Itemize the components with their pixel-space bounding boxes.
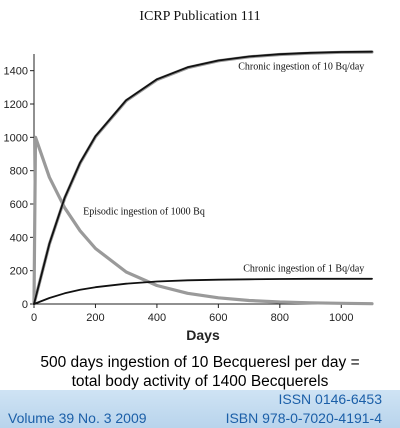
annotation-2: Episodic ingestion of 1000 Bq: [83, 207, 205, 218]
annotations: Chronic ingestion of 10 Bq/day Episodic i…: [83, 62, 364, 275]
publication-title: ICRP Publication 111: [139, 9, 261, 24]
x-tick-label: 200: [86, 312, 104, 324]
y-tick-label: 1200: [4, 99, 28, 111]
cover-footer-band: [0, 390, 400, 428]
x-tick-label: 0: [31, 312, 37, 324]
activity-chart: 0 200 400 600 800 1000 1200 1400 0 200 400 600 800 1…: [4, 50, 374, 343]
y-tick-label: 800: [10, 166, 28, 178]
y-tick-label: 600: [10, 199, 28, 211]
x-tick-label: 600: [209, 312, 227, 324]
y-axis-ticks: 0 200 400 600 800 1000 1200 1400: [4, 66, 34, 311]
issn-text: ISSN 0146-6453: [278, 391, 382, 407]
x-tick-label: 400: [148, 312, 166, 324]
isbn-text: ISBN 978-0-7020-4191-4: [225, 410, 382, 426]
annotation-3: Chronic ingestion of 1 Bq/day: [243, 263, 364, 274]
y-tick-label: 0: [22, 299, 28, 311]
x-tick-label: 1000: [329, 312, 353, 324]
series-line-4: [33, 277, 373, 305]
caption-line-2: total body activity of 1400 Becquerels: [71, 373, 329, 390]
series-group: [32, 50, 374, 306]
x-axis-label: Days: [186, 327, 220, 343]
caption-line-1: 500 days ingestion of 10 Becqueresl per …: [40, 354, 360, 371]
y-tick-label: 1000: [4, 132, 28, 144]
y-tick-label: 200: [10, 266, 28, 278]
x-tick-label: 800: [271, 312, 289, 324]
volume-text: Volume 39 No. 3 2009: [8, 410, 147, 426]
series-line-2: [32, 135, 374, 306]
x-axis-ticks: 0 200 400 600 800 1000: [31, 304, 354, 324]
y-tick-label: 1400: [4, 66, 28, 78]
series-line-3: [33, 50, 373, 305]
caption: 500 days ingestion of 10 Becqueresl per …: [0, 353, 400, 391]
y-tick-label: 400: [10, 232, 28, 244]
annotation-1: Chronic ingestion of 10 Bq/day: [238, 62, 364, 73]
